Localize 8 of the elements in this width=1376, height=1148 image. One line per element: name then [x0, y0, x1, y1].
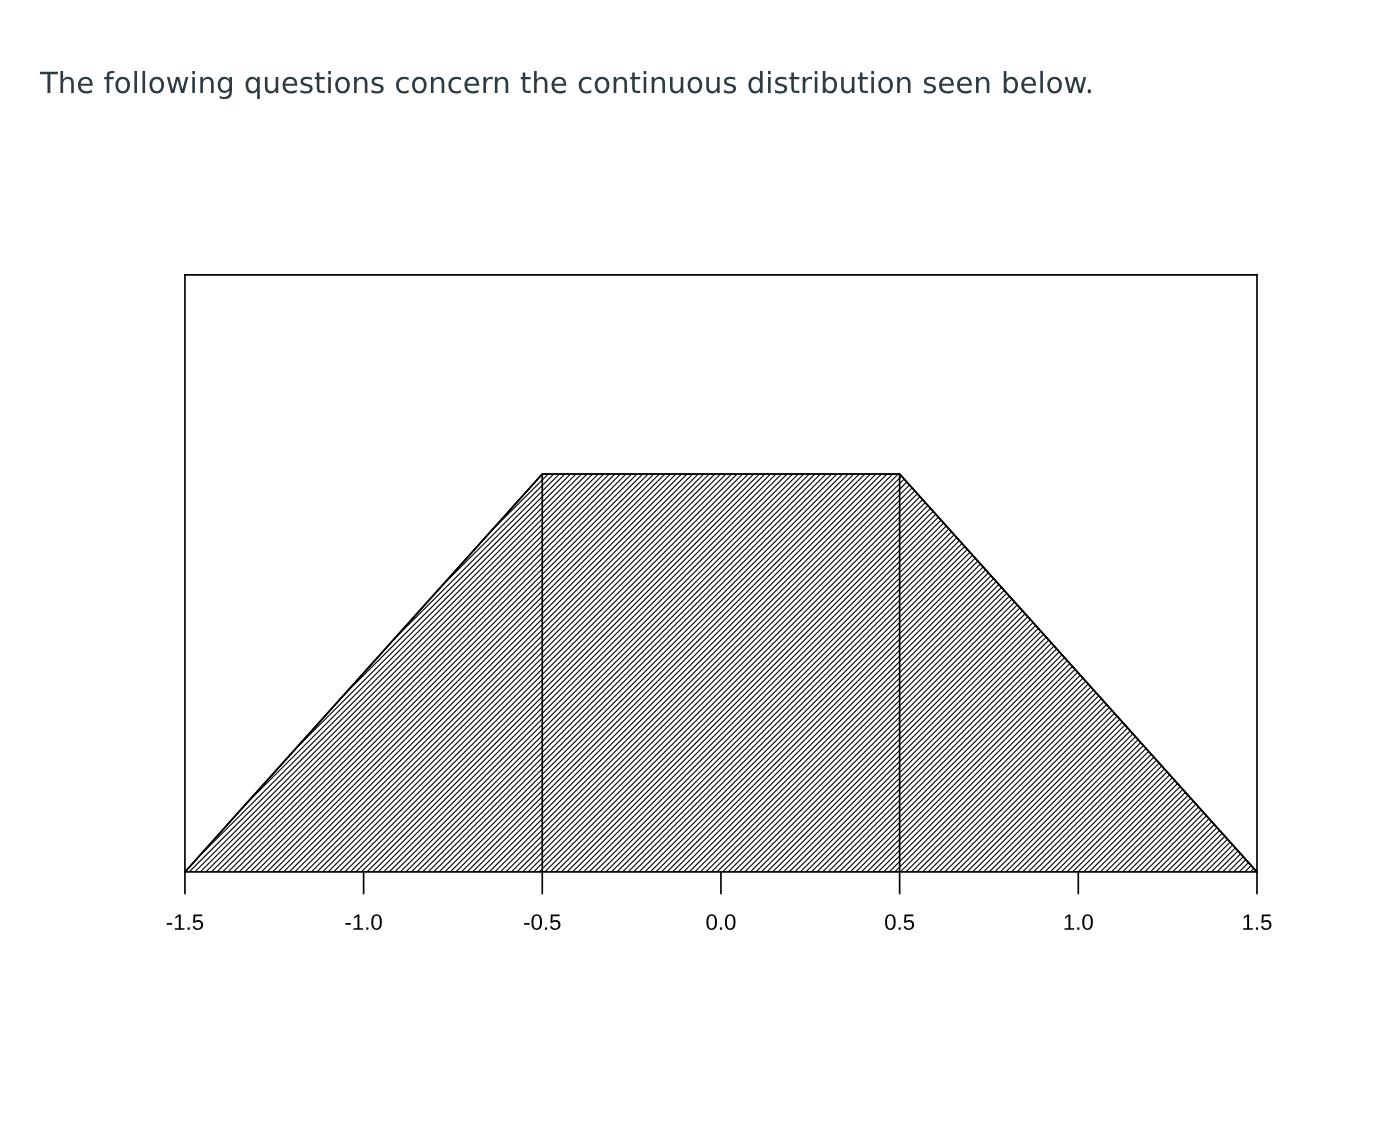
x-tick-label: 0.0 [706, 914, 736, 931]
x-tick-label: 1.0 [1064, 914, 1093, 931]
x-tick-label: 1.5 [1243, 914, 1272, 931]
x-tick-label: -1.0 [345, 914, 382, 931]
x-tick-label: -1.5 [166, 914, 204, 931]
chart-title: The following questions concern the continuous distribution seen below. [39, 70, 1091, 100]
x-tick-label: 0.5 [885, 914, 915, 931]
x-tick-label: -0.5 [524, 914, 561, 931]
